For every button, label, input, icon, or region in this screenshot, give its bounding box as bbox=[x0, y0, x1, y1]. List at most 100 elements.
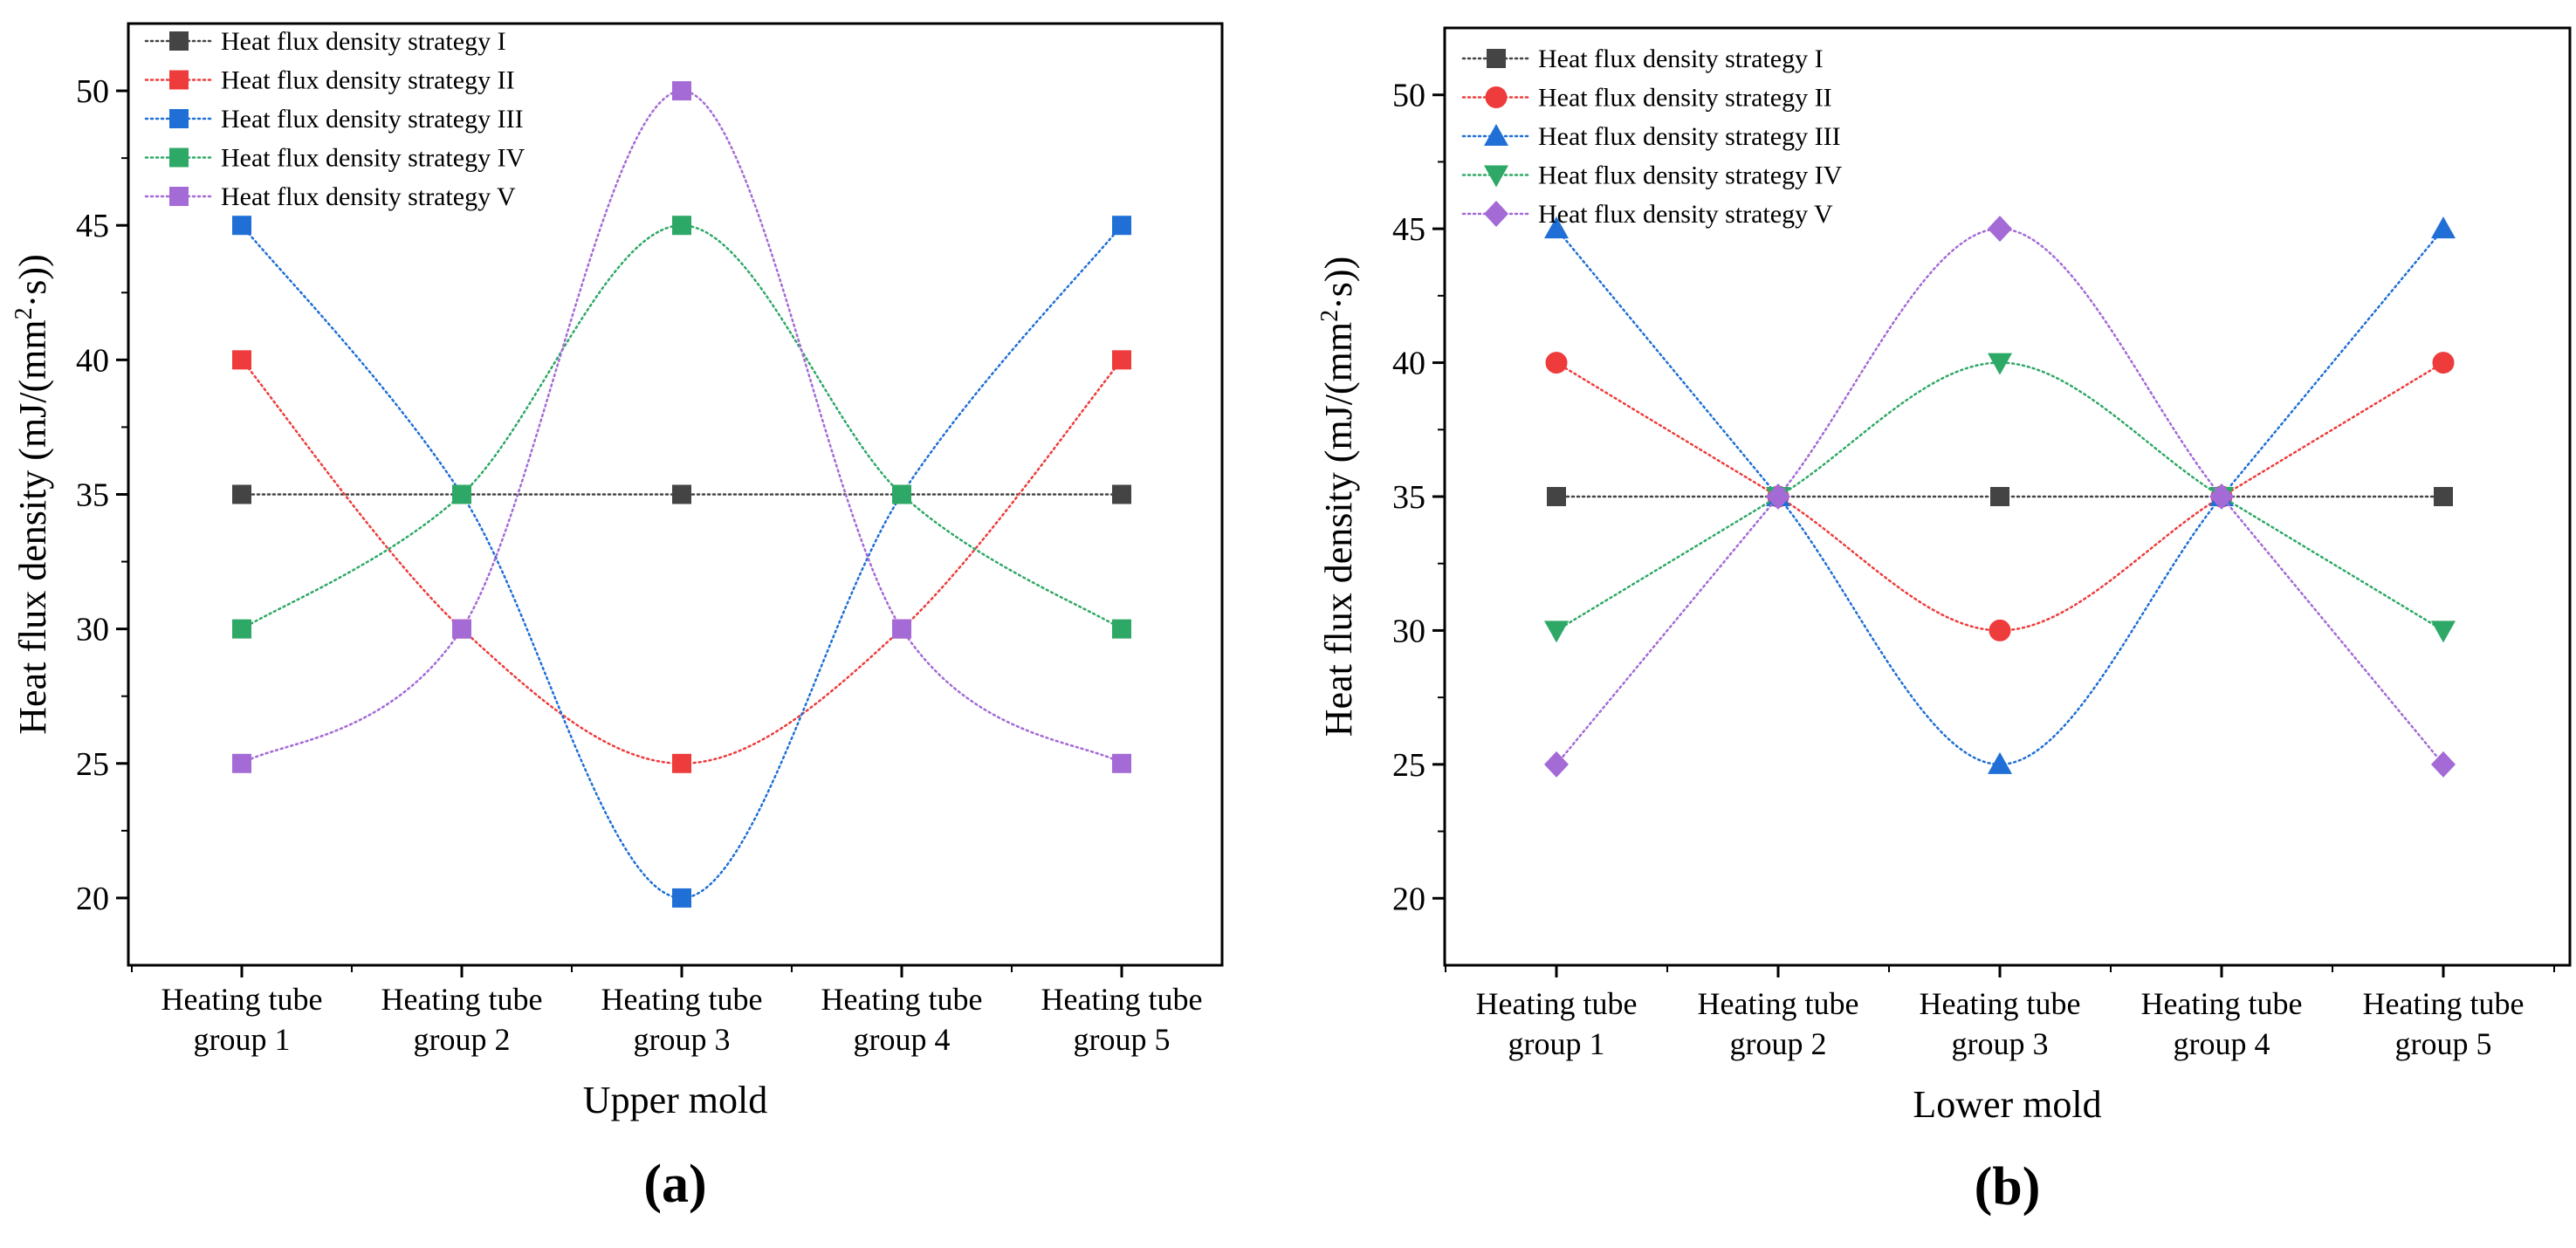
data-point bbox=[232, 619, 251, 639]
data-point bbox=[672, 753, 691, 773]
data-point bbox=[1544, 216, 1569, 239]
series-line bbox=[240, 223, 1123, 630]
series-line bbox=[1555, 361, 2445, 632]
y-tick-label: 35 bbox=[1392, 479, 1425, 516]
y-tick-label: 30 bbox=[76, 612, 109, 648]
y-tick-label: 45 bbox=[76, 208, 109, 244]
legend-marker bbox=[1484, 201, 1508, 227]
data-point bbox=[2432, 352, 2455, 374]
data-point bbox=[1545, 352, 1568, 374]
legend-label: Heat flux density strategy III bbox=[221, 105, 524, 134]
x-tick-label-line2: group 2 bbox=[1730, 1026, 1827, 1061]
x-tick-label-line2: group 1 bbox=[194, 1022, 291, 1057]
data-point bbox=[1544, 621, 1569, 643]
x-tick-label-line2: group 3 bbox=[1952, 1026, 2049, 1061]
data-point bbox=[232, 753, 251, 773]
legend-label: Heat flux density strategy II bbox=[1538, 84, 1832, 113]
x-tick-label-line2: group 5 bbox=[1074, 1022, 1171, 1057]
legend-label: Heat flux density strategy V bbox=[221, 182, 516, 211]
x-tick-label-line2: group 2 bbox=[414, 1022, 511, 1057]
data-point bbox=[672, 888, 691, 908]
x-tick-label-line1: Heating tube bbox=[1920, 986, 2081, 1021]
x-axis-title: Lower mold bbox=[1913, 1083, 2101, 1126]
data-point bbox=[2431, 751, 2456, 778]
x-tick-label-line2: group 4 bbox=[2174, 1026, 2270, 1061]
legend-label: Heat flux density strategy V bbox=[1538, 200, 1833, 229]
series-line bbox=[1555, 361, 2445, 632]
panel-label: (a) bbox=[643, 1155, 706, 1214]
y-tick-label: 25 bbox=[1392, 747, 1425, 784]
data-point bbox=[2209, 483, 2234, 510]
data-point bbox=[1988, 751, 2012, 774]
legend-label: Heat flux density strategy II bbox=[221, 66, 515, 95]
legend-label: Heat flux density strategy I bbox=[221, 27, 506, 56]
data-point bbox=[1988, 353, 2012, 375]
x-tick-label-line2: group 5 bbox=[2395, 1026, 2492, 1061]
y-tick-label: 20 bbox=[1392, 881, 1425, 917]
data-point bbox=[672, 81, 691, 101]
data-point bbox=[672, 216, 691, 236]
data-point bbox=[2434, 487, 2453, 506]
data-point bbox=[232, 216, 251, 236]
data-point bbox=[1989, 619, 2011, 641]
data-point bbox=[452, 619, 471, 639]
data-point bbox=[1112, 350, 1131, 370]
y-axis-title: Heat flux density (mJ/(mm2·s)) bbox=[1316, 257, 1360, 737]
data-point bbox=[892, 484, 911, 504]
x-tick-label-line2: group 4 bbox=[854, 1022, 951, 1057]
data-point bbox=[2431, 621, 2456, 643]
legend-marker bbox=[169, 70, 189, 90]
y-tick-label: 25 bbox=[76, 746, 109, 783]
x-tick-label-line2: group 3 bbox=[634, 1022, 731, 1057]
legend-marker bbox=[169, 187, 189, 206]
data-point bbox=[1547, 487, 1566, 506]
data-point bbox=[1544, 751, 1569, 778]
data-point bbox=[892, 619, 911, 639]
x-axis-title: Upper mold bbox=[583, 1079, 767, 1121]
legend-marker bbox=[1487, 49, 1506, 68]
data-point bbox=[232, 350, 251, 370]
y-axis-title: Heat flux density (mJ/(mm2·s)) bbox=[10, 254, 54, 734]
y-tick-label: 50 bbox=[76, 73, 109, 110]
y-tick-label: 45 bbox=[1392, 211, 1425, 248]
x-tick-label-line1: Heating tube bbox=[601, 982, 763, 1017]
data-point bbox=[1112, 753, 1131, 773]
x-tick-label-line1: Heating tube bbox=[2141, 986, 2303, 1021]
legend-label: Heat flux density strategy IV bbox=[221, 144, 526, 173]
data-point bbox=[1988, 216, 2012, 243]
data-point bbox=[232, 484, 251, 504]
legend-marker bbox=[169, 109, 189, 128]
legend-marker bbox=[169, 31, 189, 51]
data-point bbox=[1112, 619, 1131, 639]
y-tick-label: 30 bbox=[1392, 613, 1425, 649]
x-tick-label-line1: Heating tube bbox=[821, 982, 983, 1017]
y-tick-label: 40 bbox=[1392, 346, 1425, 382]
y-tick-label: 50 bbox=[1392, 78, 1425, 114]
chart-panel-a: 20 25 30 35 40 45 50 Heating tube group 1 Heating… bbox=[10, 22, 1224, 1214]
x-tick-label-line1: Heating tube bbox=[381, 982, 543, 1017]
series-line bbox=[240, 359, 1123, 765]
x-tick-label-line1: Heating tube bbox=[1041, 982, 1203, 1017]
data-point bbox=[1990, 487, 2009, 506]
legend-marker bbox=[1484, 124, 1508, 146]
y-tick-label: 20 bbox=[76, 881, 109, 917]
legend-label: Heat flux density strategy I bbox=[1538, 45, 1824, 73]
legend-marker bbox=[1484, 165, 1508, 188]
data-point bbox=[1112, 216, 1131, 236]
data-point bbox=[1112, 484, 1131, 504]
y-tick-label: 40 bbox=[76, 342, 109, 379]
legend-label: Heat flux density strategy III bbox=[1538, 122, 1841, 151]
series-line bbox=[240, 223, 1123, 900]
x-tick-label-line1: Heating tube bbox=[2363, 986, 2524, 1021]
chart-panel-b: 20 25 30 35 40 45 50 Heating tube group 1 Heating… bbox=[1316, 26, 2572, 1217]
data-point bbox=[672, 484, 691, 504]
data-point bbox=[452, 484, 471, 504]
legend-marker bbox=[1485, 86, 1508, 108]
y-tick-label: 35 bbox=[76, 477, 109, 514]
legend-marker bbox=[169, 147, 189, 168]
x-tick-label-line2: group 1 bbox=[1508, 1026, 1605, 1061]
x-tick-label-line1: Heating tube bbox=[1698, 986, 1859, 1021]
panel-label: (b) bbox=[1975, 1157, 2041, 1217]
data-point bbox=[2431, 216, 2456, 239]
